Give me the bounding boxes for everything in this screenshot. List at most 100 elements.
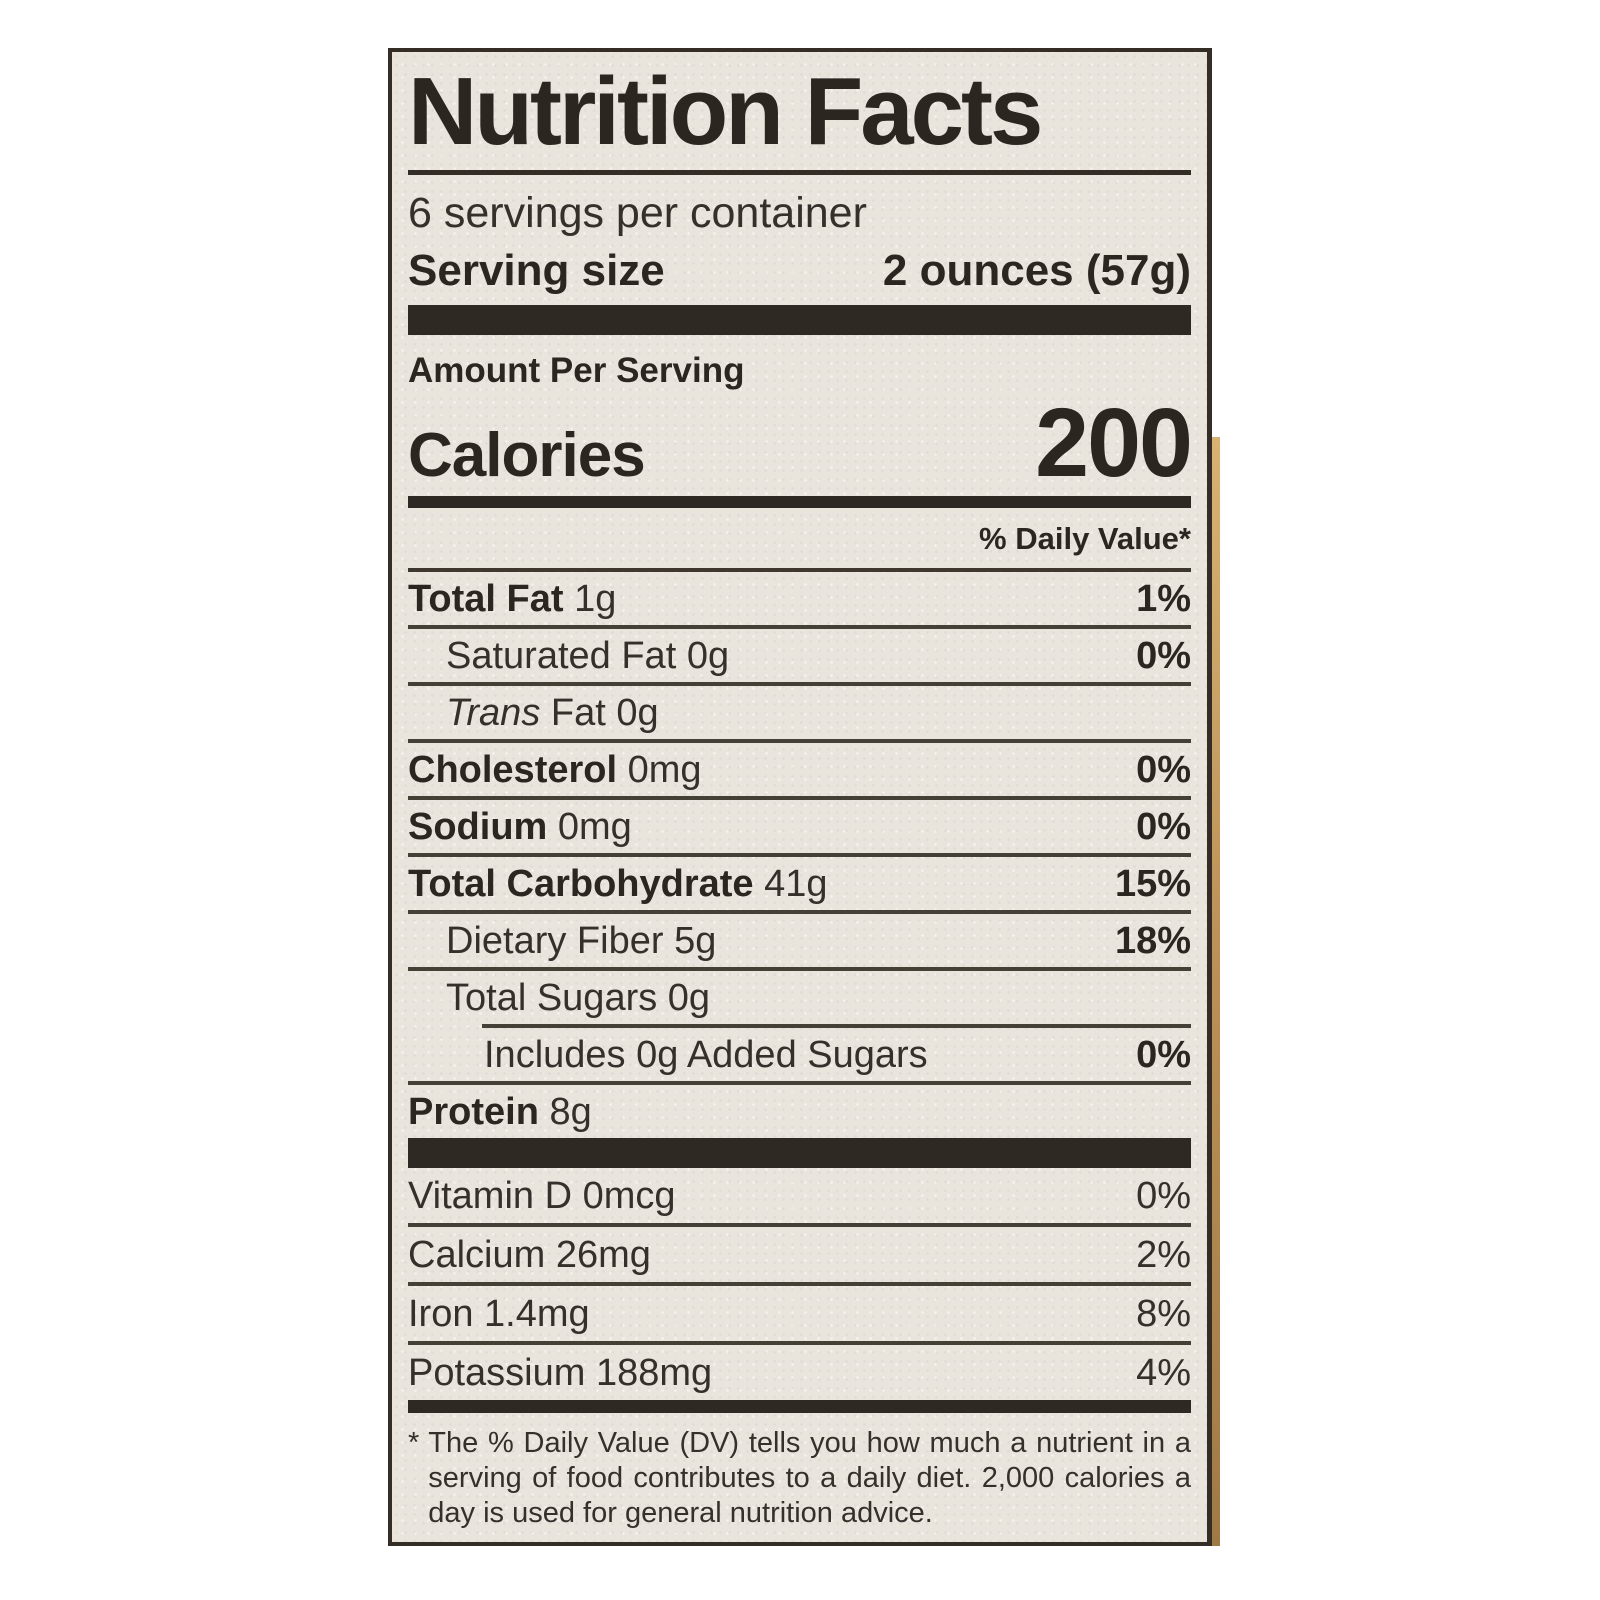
- calories-row: Calories 200: [408, 388, 1193, 498]
- divider: [408, 1341, 1191, 1346]
- divider: [408, 682, 1191, 687]
- divider: [408, 1282, 1191, 1287]
- vitamin-label: Potassium 188mg: [408, 1354, 712, 1392]
- vitamin-amount: 26mg: [555, 1233, 651, 1276]
- vitamin-amount: 188mg: [595, 1351, 713, 1394]
- divider: [408, 1081, 1191, 1086]
- nutrient-name-italic: Trans: [446, 691, 541, 734]
- nutrition-label-photo: Nutrition Facts 6 servings per container…: [388, 48, 1220, 1546]
- vitamin-label: Vitamin D 0mcg: [408, 1177, 676, 1215]
- nutrient-dv: 0%: [1136, 805, 1191, 848]
- divider: [408, 625, 1191, 630]
- amount-per-serving: Amount Per Serving: [408, 351, 745, 391]
- nutrient-name: Protein: [408, 1090, 539, 1133]
- daily-value-header: % Daily Value*: [979, 521, 1191, 557]
- servings-per-container: 6 servings per container: [408, 188, 867, 237]
- vitamin-row-vitamin-d: Vitamin D 0mcg 0%: [408, 1168, 1191, 1223]
- nutrient-row-dietary-fiber: Dietary Fiber 5g 18%: [408, 914, 1191, 967]
- nutrient-amount: 1g: [574, 577, 617, 620]
- divider: [408, 739, 1191, 744]
- nutrient-label: Total Fat 1g: [408, 580, 616, 618]
- nutrient-row-added-sugars: Includes 0g Added Sugars 0%: [408, 1028, 1191, 1081]
- divider: [408, 967, 1191, 972]
- nutrient-amount: 8g: [549, 1090, 592, 1133]
- nutrient-name: Includes 0g Added Sugars: [484, 1033, 928, 1076]
- serving-size-label: Serving size: [408, 245, 665, 295]
- panel-content: Nutrition Facts 6 servings per container…: [392, 52, 1207, 1542]
- nutrient-amount: 0g: [667, 976, 711, 1019]
- nutrient-name: Saturated Fat: [446, 634, 677, 677]
- package-edge: [1212, 437, 1220, 1546]
- nutrient-row-cholesterol: Cholesterol 0mg 0%: [408, 743, 1191, 796]
- nutrient-dv: 0%: [1136, 748, 1191, 791]
- vitamin-amount: 1.4mg: [484, 1292, 590, 1335]
- vitamin-row-iron: Iron 1.4mg 8%: [408, 1286, 1191, 1341]
- nutrient-label: Saturated Fat 0g: [408, 637, 729, 675]
- nutrient-row-sodium: Sodium 0mg 0%: [408, 800, 1191, 853]
- nutrient-row-saturated-fat: Saturated Fat 0g 0%: [408, 629, 1191, 682]
- nutrient-dv: 18%: [1114, 919, 1191, 962]
- footnote: * The % Daily Value (DV) tells you how m…: [408, 1426, 1191, 1531]
- calories-value: 200: [1035, 388, 1193, 498]
- nutrient-amount: 0mg: [627, 748, 702, 791]
- serving-size-value: 2 ounces (57g): [882, 245, 1191, 295]
- nutrient-label: Includes 0g Added Sugars: [408, 1036, 928, 1074]
- vitamin-dv: 8%: [1136, 1292, 1191, 1335]
- divider: [408, 796, 1191, 801]
- serving-size-row: Serving size 2 ounces (57g): [408, 245, 1191, 306]
- nutrient-row-total-carbohydrate: Total Carbohydrate 41g 15%: [408, 857, 1191, 910]
- nutrient-label: Total Sugars 0g: [408, 979, 710, 1017]
- medium-bar: [408, 496, 1191, 509]
- vitamin-name: Calcium: [408, 1233, 546, 1276]
- vitamin-dv: 4%: [1136, 1351, 1191, 1394]
- nutrient-label: Total Carbohydrate 41g: [408, 865, 828, 903]
- vitamin-row-calcium: Calcium 26mg 2%: [408, 1227, 1191, 1282]
- nutrient-dv: 0%: [1136, 634, 1191, 677]
- nutrient-label: Protein 8g: [408, 1093, 592, 1131]
- nutrient-dv: 1%: [1136, 577, 1191, 620]
- nutrient-name: Cholesterol: [408, 748, 618, 791]
- vitamin-name: Vitamin D: [408, 1174, 573, 1217]
- nutrient-row-total-sugars: Total Sugars 0g: [408, 971, 1191, 1024]
- vitamin-row-potassium: Potassium 188mg 4%: [408, 1345, 1191, 1400]
- divider: [408, 568, 1191, 573]
- nutrient-dv: 15%: [1114, 862, 1191, 905]
- footnote-asterisk: *: [408, 1427, 420, 1460]
- nutrient-name: Total Carbohydrate: [408, 862, 754, 905]
- vitamin-dv: 2%: [1136, 1233, 1191, 1276]
- calories-label: Calories: [408, 421, 646, 491]
- nutrient-row-protein: Protein 8g: [408, 1085, 1191, 1138]
- nutrient-name: Fat: [550, 691, 606, 734]
- nutrient-name: Total Fat: [408, 577, 564, 620]
- divider: [408, 853, 1191, 858]
- panel-title: Nutrition Facts: [408, 58, 1043, 165]
- nutrient-dv: 0%: [1136, 1033, 1191, 1076]
- nutrient-label: Dietary Fiber 5g: [408, 922, 716, 960]
- vitamin-name: Potassium: [408, 1351, 586, 1394]
- divider: [408, 1223, 1191, 1228]
- nutrient-amount: 41g: [764, 862, 828, 905]
- nutrient-label: Trans Fat 0g: [408, 694, 659, 732]
- thick-bar: [408, 1138, 1191, 1169]
- footnote-text: The % Daily Value (DV) tells you how muc…: [428, 1427, 1191, 1530]
- nutrient-amount: 0g: [686, 634, 730, 677]
- nutrient-row-total-fat: Total Fat 1g 1%: [408, 572, 1191, 625]
- nutrient-amount: 0g: [616, 691, 659, 734]
- nutrient-label: Cholesterol 0mg: [408, 751, 702, 789]
- vitamin-name: Iron: [408, 1292, 474, 1335]
- vitamin-dv: 0%: [1136, 1174, 1191, 1217]
- vitamin-label: Calcium 26mg: [408, 1236, 651, 1274]
- vitamin-label: Iron 1.4mg: [408, 1295, 590, 1333]
- nutrient-name: Dietary Fiber: [446, 919, 664, 962]
- nutrient-amount: 0mg: [557, 805, 632, 848]
- thick-bar: [408, 305, 1191, 336]
- nutrient-name: Sodium: [408, 805, 548, 848]
- nutrition-facts-panel: Nutrition Facts 6 servings per container…: [388, 48, 1212, 1546]
- nutrient-amount: 5g: [674, 919, 717, 962]
- nutrient-name: Total Sugars: [446, 976, 658, 1019]
- nutrient-row-trans-fat: Trans Fat 0g: [408, 686, 1191, 739]
- bottom-bar: [408, 1400, 1191, 1414]
- nutrient-label: Sodium 0mg: [408, 808, 632, 846]
- divider: [408, 910, 1191, 915]
- divider: [408, 169, 1191, 175]
